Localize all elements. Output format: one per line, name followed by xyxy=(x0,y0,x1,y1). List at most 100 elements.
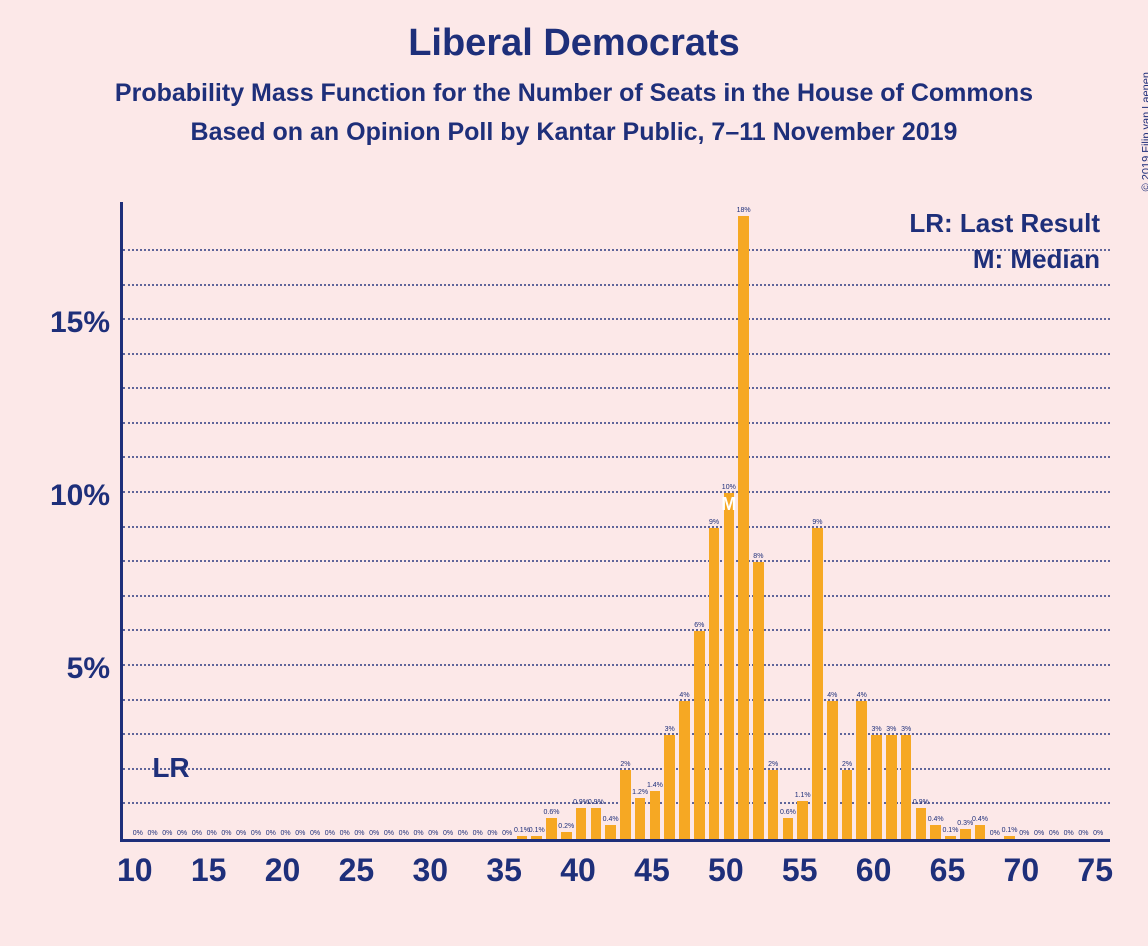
gridline xyxy=(123,387,1110,389)
chart-title: Liberal Democrats xyxy=(0,22,1148,65)
bar-value-label: 9% xyxy=(709,519,719,526)
x-tick-label: 50 xyxy=(708,852,744,889)
bar xyxy=(591,808,602,839)
x-tick-label: 40 xyxy=(560,852,596,889)
bar-value-label: 0.4% xyxy=(928,816,944,823)
x-tick-label: 65 xyxy=(930,852,966,889)
y-tick-label: 15% xyxy=(20,306,110,340)
bar-value-label: 0% xyxy=(502,830,512,837)
bar xyxy=(561,832,572,839)
bar xyxy=(531,836,542,839)
bar-value-label: 2% xyxy=(768,761,778,768)
bar-value-label: 1.1% xyxy=(795,792,811,799)
legend-m: M: Median xyxy=(973,244,1100,275)
bar-value-label: 0.4% xyxy=(972,816,988,823)
bar xyxy=(1004,836,1015,839)
x-tick-label: 30 xyxy=(413,852,449,889)
y-tick-label: 10% xyxy=(20,479,110,513)
gridline xyxy=(123,699,1110,701)
bar xyxy=(650,791,661,839)
bar-value-label: 0% xyxy=(458,830,468,837)
gridline xyxy=(123,456,1110,458)
gridline xyxy=(123,560,1110,562)
bar-value-label: 0% xyxy=(487,830,497,837)
bar-value-label: 0% xyxy=(1064,830,1074,837)
bar xyxy=(856,701,867,839)
gridline xyxy=(123,318,1110,320)
bar xyxy=(783,818,794,839)
bar-value-label: 0% xyxy=(443,830,453,837)
bar-value-label: 0% xyxy=(192,830,202,837)
bar xyxy=(620,770,631,839)
bar xyxy=(871,735,882,839)
gridline xyxy=(123,422,1110,424)
x-tick-label: 55 xyxy=(782,852,818,889)
x-tick-label: 35 xyxy=(486,852,522,889)
gridline xyxy=(123,733,1110,735)
bar-value-label: 4% xyxy=(827,692,837,699)
bar xyxy=(738,216,749,839)
bar xyxy=(517,836,528,839)
bar-value-label: 0% xyxy=(428,830,438,837)
bar-value-label: 0.1% xyxy=(529,827,545,834)
bar xyxy=(886,735,897,839)
bar-value-label: 9% xyxy=(812,519,822,526)
gridline xyxy=(123,768,1110,770)
bar xyxy=(768,770,779,839)
bar-value-label: 0% xyxy=(473,830,483,837)
bar-value-label: 10% xyxy=(722,484,736,491)
bar-value-label: 1.4% xyxy=(647,782,663,789)
bar-value-label: 0% xyxy=(384,830,394,837)
gridline xyxy=(123,629,1110,631)
bar-value-label: 0% xyxy=(1078,830,1088,837)
bar-value-label: 0% xyxy=(990,830,1000,837)
chart-subtitle-1: Probability Mass Function for the Number… xyxy=(0,79,1148,108)
bar-value-label: 0.3% xyxy=(957,820,973,827)
bar xyxy=(797,801,808,839)
bar-value-label: 0% xyxy=(1049,830,1059,837)
bar-value-label: 0% xyxy=(266,830,276,837)
bar xyxy=(930,825,941,839)
bar-value-label: 0.1% xyxy=(942,827,958,834)
bar-value-label: 0% xyxy=(147,830,157,837)
bar-value-label: 0% xyxy=(280,830,290,837)
bar-value-label: 0% xyxy=(310,830,320,837)
x-tick-label: 60 xyxy=(856,852,892,889)
bar-value-label: 0.9% xyxy=(588,799,604,806)
bar-value-label: 0.9% xyxy=(913,799,929,806)
bar xyxy=(605,825,616,839)
bar xyxy=(916,808,927,839)
bar-value-label: 0.1% xyxy=(1002,827,1018,834)
gridline xyxy=(123,284,1110,286)
bar-value-label: 3% xyxy=(665,726,675,733)
chart-subtitle-2: Based on an Opinion Poll by Kantar Publi… xyxy=(0,118,1148,147)
bar xyxy=(694,631,705,839)
bar-value-label: 2% xyxy=(620,761,630,768)
bar xyxy=(679,701,690,839)
bar-value-label: 0.2% xyxy=(558,823,574,830)
bar-value-label: 0% xyxy=(1093,830,1103,837)
bar xyxy=(664,735,675,839)
bar xyxy=(709,528,720,839)
bar-value-label: 0% xyxy=(369,830,379,837)
bar xyxy=(724,493,735,839)
bar-value-label: 1.2% xyxy=(632,789,648,796)
x-tick-label: 75 xyxy=(1077,852,1113,889)
bar-value-label: 0.6% xyxy=(544,809,560,816)
bar-value-label: 0% xyxy=(162,830,172,837)
gridline xyxy=(123,664,1110,666)
bar xyxy=(901,735,912,839)
bar-value-label: 3% xyxy=(886,726,896,733)
bar-value-label: 0% xyxy=(133,830,143,837)
gridline xyxy=(123,491,1110,493)
bar xyxy=(827,701,838,839)
bar xyxy=(546,818,557,839)
x-tick-label: 15 xyxy=(191,852,227,889)
bar xyxy=(975,825,986,839)
bar xyxy=(576,808,587,839)
bar-value-label: 0% xyxy=(1019,830,1029,837)
bar-value-label: 0% xyxy=(340,830,350,837)
chart-area: 0% 0% 0% 0% 0% 0% 0% 0% 0% 0% 0% 0% 0% 0% 0% 0% 0% 0% 0% 0%… xyxy=(120,202,1110,842)
bar-value-label: 0% xyxy=(1034,830,1044,837)
bar-value-label: 18% xyxy=(737,207,751,214)
